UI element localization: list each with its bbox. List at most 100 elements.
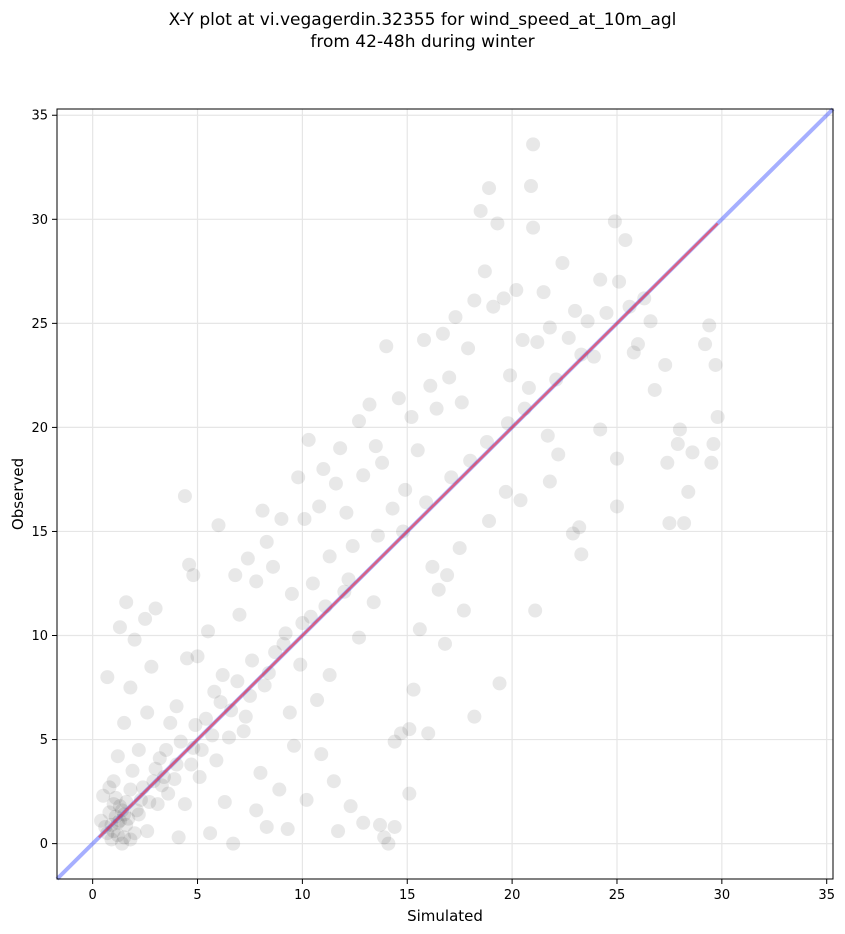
data-point xyxy=(274,511,289,526)
data-point xyxy=(299,792,314,807)
data-point xyxy=(276,636,291,651)
data-point xyxy=(593,272,608,287)
data-point xyxy=(404,410,419,424)
data-point xyxy=(528,603,543,618)
y-tick-label: 15 xyxy=(31,525,48,540)
data-point xyxy=(121,811,136,826)
data-point xyxy=(391,391,406,406)
data-point xyxy=(293,657,308,672)
y-axis-label: Observed xyxy=(9,458,27,530)
data-point xyxy=(146,774,161,789)
data-point xyxy=(555,256,570,270)
chart-title-line-1: X-Y plot at vi.vegagerdin.32355 for wind… xyxy=(168,10,677,30)
data-point xyxy=(419,495,434,510)
data-point xyxy=(379,339,394,354)
data-point xyxy=(599,305,614,320)
data-point xyxy=(561,330,576,345)
data-point xyxy=(444,470,459,485)
data-point xyxy=(442,370,457,385)
data-point xyxy=(658,357,673,372)
data-point xyxy=(431,582,446,597)
data-point xyxy=(542,474,557,489)
data-point xyxy=(133,792,148,807)
data-point xyxy=(117,807,132,822)
data-point xyxy=(316,462,331,477)
data-point xyxy=(410,443,425,458)
data-point xyxy=(345,539,360,554)
data-point xyxy=(159,742,174,757)
data-point xyxy=(677,516,692,531)
data-point xyxy=(542,320,557,335)
data-point xyxy=(672,422,687,437)
data-point xyxy=(310,693,325,708)
data-point xyxy=(108,809,123,824)
data-point xyxy=(213,695,228,710)
data-point xyxy=(198,711,213,726)
data-point xyxy=(565,526,580,541)
data-point xyxy=(173,734,188,749)
data-point xyxy=(106,797,121,812)
data-point xyxy=(490,216,505,231)
data-point xyxy=(297,511,312,526)
data-point xyxy=(115,836,130,851)
data-point xyxy=(681,484,696,499)
data-point xyxy=(305,576,320,591)
data-point xyxy=(396,524,411,539)
data-point xyxy=(647,382,662,397)
data-point xyxy=(352,630,367,645)
fit-line xyxy=(98,222,719,839)
data-point xyxy=(609,499,624,514)
data-point xyxy=(190,649,205,664)
data-point xyxy=(467,293,482,308)
data-point xyxy=(492,676,507,691)
y-tick-label: 25 xyxy=(31,317,48,332)
data-point xyxy=(328,476,343,491)
data-point xyxy=(115,803,130,818)
data-point xyxy=(333,441,348,456)
data-point xyxy=(372,817,387,832)
data-point xyxy=(117,830,132,845)
data-point xyxy=(217,795,232,809)
data-point xyxy=(425,559,440,574)
data-point xyxy=(513,493,528,508)
data-point xyxy=(540,428,555,443)
data-point xyxy=(375,455,390,470)
data-point xyxy=(337,584,352,599)
data-point xyxy=(523,179,538,193)
data-point xyxy=(435,326,450,341)
data-point xyxy=(322,668,337,683)
data-point xyxy=(209,753,224,768)
y-tick-label: 10 xyxy=(31,629,48,644)
plot-frame xyxy=(56,108,834,880)
data-point xyxy=(660,455,675,470)
data-point xyxy=(224,703,239,718)
data-point xyxy=(526,220,541,235)
data-point xyxy=(637,291,652,306)
data-point xyxy=(238,709,253,724)
data-point xyxy=(429,401,444,416)
data-point xyxy=(148,601,163,616)
data-point xyxy=(140,824,155,839)
y-tick-label: 35 xyxy=(31,109,48,124)
data-point xyxy=(144,659,159,674)
data-point xyxy=(201,624,216,639)
data-point xyxy=(454,395,469,410)
data-point xyxy=(148,761,163,776)
data-point xyxy=(127,632,142,647)
data-point xyxy=(245,653,260,668)
data-point xyxy=(152,751,167,766)
data-point xyxy=(180,651,195,666)
data-point xyxy=(339,505,354,520)
data-point xyxy=(574,347,589,362)
data-point xyxy=(104,832,119,847)
data-point xyxy=(129,803,144,818)
y-tick-label: 5 xyxy=(40,733,48,748)
data-point xyxy=(278,626,293,641)
data-point xyxy=(127,826,142,841)
data-point xyxy=(417,333,432,347)
data-point xyxy=(295,616,310,631)
data-point xyxy=(467,709,482,724)
data-point xyxy=(280,822,295,837)
data-point xyxy=(232,607,247,622)
data-point xyxy=(108,790,123,805)
